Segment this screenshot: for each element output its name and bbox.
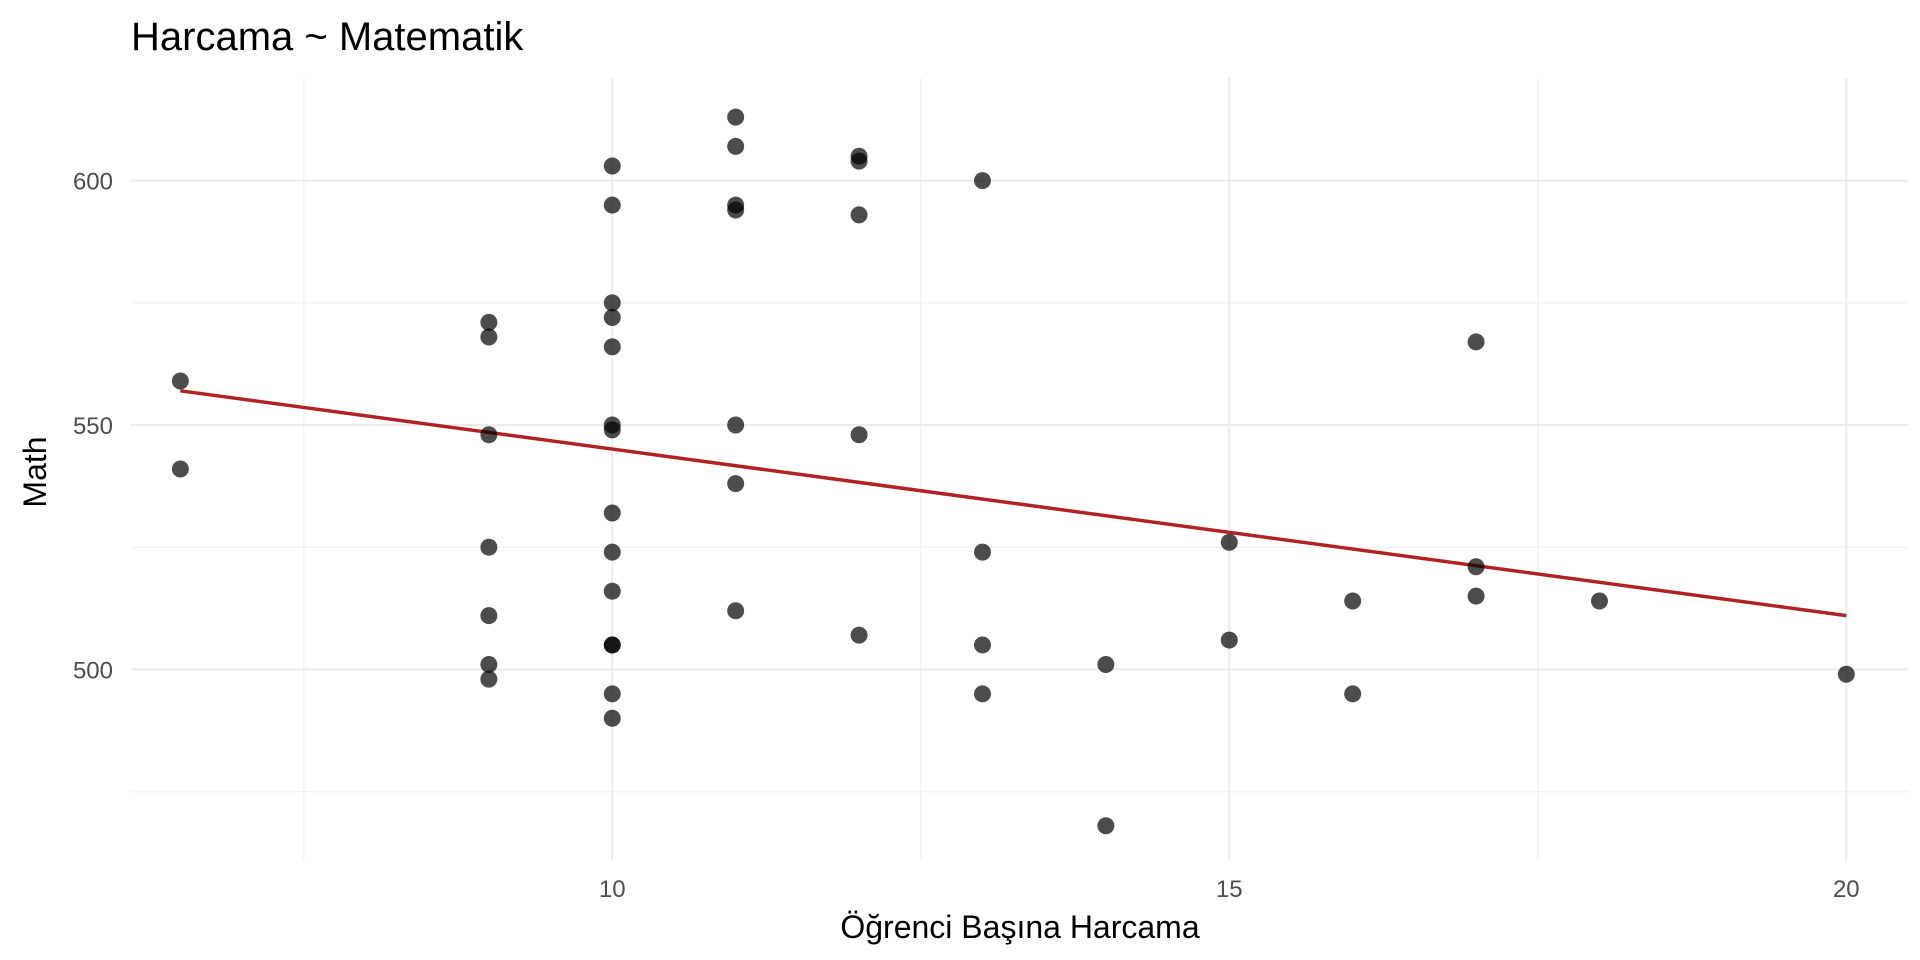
y-tick-label: 600 (73, 169, 113, 196)
scatter-point (727, 602, 745, 620)
chart-title: Harcama ~ Matematik (131, 15, 524, 59)
scatter-point (480, 670, 498, 688)
scatter-point (1097, 817, 1115, 835)
scatter-point (603, 685, 621, 703)
x-axis-ticks: 10 15 20 (599, 876, 1860, 903)
scatter-point (1097, 656, 1115, 673)
x-axis-title: Öğrenci Başına Harcama (840, 909, 1199, 945)
scatter-point (973, 685, 991, 703)
y-tick-label: 500 (73, 657, 113, 684)
scatter-point (603, 421, 621, 439)
minor-gridlines (131, 78, 1908, 860)
scatter-point (480, 607, 498, 625)
scatter-point (1344, 592, 1362, 610)
regression-line (180, 389, 1847, 618)
scatter-point (727, 416, 745, 434)
scatter-point (603, 196, 621, 214)
scatter-point (850, 206, 868, 224)
data-points (171, 108, 1855, 835)
scatter-point (603, 636, 621, 654)
scatter-point (171, 460, 189, 478)
scatter-point (603, 709, 621, 727)
y-axis-title: Math (17, 436, 53, 507)
scatter-point (973, 543, 991, 561)
y-axis-ticks: 500 550 600 (73, 169, 113, 685)
regression-line-layer (180, 389, 1847, 618)
scatter-point (1220, 631, 1238, 649)
scatter-point (850, 152, 868, 170)
scatter-point (1467, 333, 1485, 351)
scatter-point (727, 475, 745, 493)
scatter-point (480, 426, 498, 444)
scatter-point (171, 372, 189, 390)
scatter-point (480, 328, 498, 346)
scatter-point (603, 504, 621, 522)
scatter-point (727, 108, 745, 126)
scatter-point (1220, 533, 1238, 551)
scatter-point (603, 338, 621, 356)
scatter-point (480, 313, 498, 331)
scatter-point (603, 294, 621, 312)
scatter-point (480, 656, 498, 673)
scatter-point (603, 543, 621, 561)
scatter-point (973, 172, 991, 190)
scatter-point (480, 538, 498, 556)
scatter-point (603, 582, 621, 600)
scatter-point (727, 137, 745, 155)
scatter-point (1467, 587, 1485, 605)
scatter-point (603, 308, 621, 326)
scatter-point (1467, 558, 1485, 576)
y-tick-label: 550 (73, 413, 113, 440)
major-gridlines (131, 78, 1908, 860)
scatter-point (603, 157, 621, 175)
x-tick-label: 10 (599, 876, 626, 903)
scatter-point (850, 626, 868, 644)
scatter-point (1590, 592, 1608, 610)
scatter-point (850, 426, 868, 444)
x-tick-label: 15 (1216, 876, 1243, 903)
scatter-point (973, 636, 991, 654)
x-tick-label: 20 (1833, 876, 1860, 903)
scatter-point (1837, 665, 1855, 683)
scatter-point (727, 201, 745, 219)
scatter-point (1344, 685, 1362, 703)
